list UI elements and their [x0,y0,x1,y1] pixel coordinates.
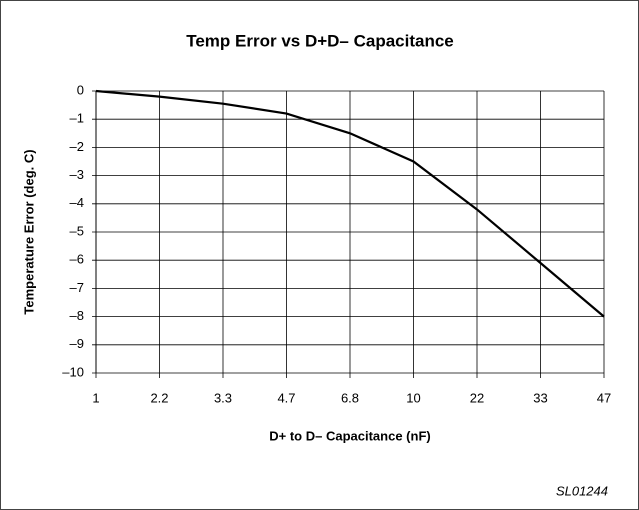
y-tick-label: –2 [70,139,84,154]
y-axis-label: Temperature Error (deg. C) [21,149,36,314]
x-tick-label: 10 [406,390,420,405]
y-tick-label: –10 [62,364,84,379]
data-line [95,89,605,318]
y-tick-label: –3 [70,167,84,182]
x-tick-label: 1 [92,390,99,405]
y-tick-label: –5 [70,223,84,238]
y-tick-label: 0 [77,82,84,97]
y-tick-label: –8 [70,308,84,323]
x-tick-label: 22 [470,390,484,405]
x-tick-label: 3.3 [214,390,232,405]
chart-title: Temp Error vs D+D– Capacitance [186,31,454,50]
x-tick-label: 6.8 [341,390,359,405]
x-tick-label: 33 [533,390,547,405]
y-tick-label: –4 [70,195,84,210]
x-tick-label: 4.7 [277,390,295,405]
y-tick-label: –1 [70,111,84,126]
x-tick-label: 47 [597,390,611,405]
y-tick-label: –6 [70,252,84,267]
x-axis-label: D+ to D– Capacitance (nF) [269,428,430,443]
y-tick-label: –7 [70,280,84,295]
footnote: SL01244 [556,483,608,498]
x-tick-label: 2.2 [150,390,168,405]
y-tick-label: –9 [70,336,84,351]
